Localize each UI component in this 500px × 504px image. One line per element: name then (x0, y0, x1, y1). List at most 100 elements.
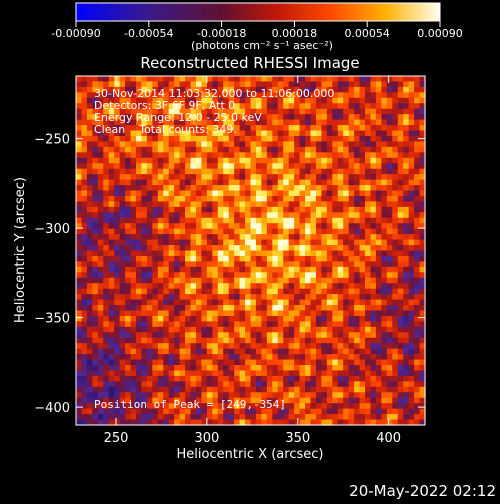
heatmap-cell (277, 212, 284, 219)
heatmap-cell (195, 146, 203, 153)
heatmap-cell (266, 245, 273, 252)
heatmap-cell (392, 326, 399, 333)
heatmap-cell (315, 326, 322, 333)
heatmap-cell (381, 321, 388, 328)
heatmap-cell (108, 343, 115, 350)
heatmap-cell (108, 277, 115, 284)
heatmap-cell (272, 92, 279, 99)
heatmap-cell (397, 201, 404, 208)
heatmap-cell (119, 179, 126, 186)
heatmap-cell (250, 76, 257, 83)
heatmap-cell (130, 206, 137, 213)
heatmap-cell (125, 163, 132, 170)
heatmap-cell (359, 326, 366, 333)
heatmap-cell (255, 266, 262, 273)
heatmap-cell (152, 381, 159, 388)
heatmap-cell (108, 185, 115, 192)
heatmap-cell (201, 108, 208, 115)
heatmap-cell (408, 195, 415, 203)
heatmap-cell (195, 141, 203, 148)
heatmap-cell (125, 375, 132, 382)
heatmap-cell (315, 403, 322, 410)
heatmap-cell (386, 414, 393, 421)
heatmap-cell (397, 414, 404, 421)
heatmap-cell (299, 212, 306, 219)
heatmap-cell (103, 146, 110, 153)
heatmap-cell (114, 332, 121, 339)
heatmap-cell (337, 185, 344, 192)
heatmap-cell (337, 288, 344, 295)
heatmap-cell (125, 103, 132, 110)
heatmap-cell (277, 174, 284, 181)
heatmap-cell (255, 119, 262, 126)
heatmap-cell (403, 97, 410, 104)
heatmap-cell (212, 359, 219, 366)
heatmap-cell (294, 375, 301, 382)
heatmap-cell (321, 348, 328, 355)
heatmap-cell (163, 392, 170, 399)
heatmap-cell (195, 321, 203, 328)
heatmap-cell (103, 195, 110, 203)
heatmap-cell (315, 288, 322, 295)
heatmap-cell (245, 157, 252, 164)
heatmap-cell (305, 206, 312, 213)
heatmap-cell (86, 370, 93, 377)
heatmap-cell (234, 206, 241, 213)
heatmap-cell (315, 408, 322, 415)
heatmap-cell (381, 299, 388, 306)
heatmap-cell (332, 228, 339, 235)
heatmap-cell (321, 130, 328, 137)
heatmap-cell (195, 239, 203, 246)
heatmap-cell (217, 359, 224, 366)
heatmap-cell (261, 392, 268, 399)
heatmap-cell (86, 185, 93, 192)
heatmap-cell (130, 190, 137, 197)
heatmap-cell (272, 239, 279, 246)
heatmap-cell (228, 321, 235, 328)
heatmap-cell (141, 288, 148, 295)
heatmap-cell (201, 408, 208, 415)
heatmap-cell (277, 354, 284, 361)
heatmap-cell (223, 206, 230, 213)
heatmap-cell (414, 152, 421, 159)
heatmap-cell (337, 277, 344, 284)
heatmap-cell (305, 305, 312, 312)
heatmap-cell (206, 283, 213, 290)
heatmap-cell (228, 266, 235, 273)
heatmap-cell (419, 125, 426, 132)
heatmap-cell (206, 92, 213, 99)
heatmap-cell (174, 365, 181, 372)
heatmap-cell (92, 381, 99, 388)
heatmap-cell (103, 76, 110, 83)
heatmap-cell (321, 414, 328, 421)
heatmap-cell (277, 375, 284, 382)
heatmap-cell (419, 119, 426, 126)
heatmap-cell (174, 332, 181, 339)
heatmap-cell (321, 386, 328, 393)
heatmap-cell (348, 343, 355, 350)
heatmap-cell (217, 332, 224, 339)
heatmap-cell (92, 310, 99, 317)
heatmap-cell (408, 179, 415, 186)
heatmap-cell (86, 283, 93, 290)
heatmap-cell (386, 174, 393, 181)
heatmap-cell (119, 294, 126, 301)
heatmap-cell (392, 299, 399, 306)
heatmap-cell (266, 359, 273, 366)
heatmap-cell (174, 76, 181, 83)
heatmap-cell (408, 92, 415, 99)
heatmap-cell (354, 119, 361, 126)
heatmap-cell (228, 348, 235, 355)
heatmap-cell (386, 195, 393, 203)
heatmap-cell (343, 414, 350, 421)
heatmap-cell (119, 403, 126, 410)
heatmap-cell (190, 103, 197, 110)
heatmap-cell (206, 81, 213, 88)
heatmap-cell (414, 168, 421, 175)
heatmap-cell (76, 97, 83, 104)
heatmap-cell (310, 108, 317, 115)
heatmap-cell (119, 299, 126, 306)
heatmap-cell (76, 119, 83, 126)
heatmap-cell (190, 375, 197, 382)
heatmap-cell (305, 315, 312, 322)
